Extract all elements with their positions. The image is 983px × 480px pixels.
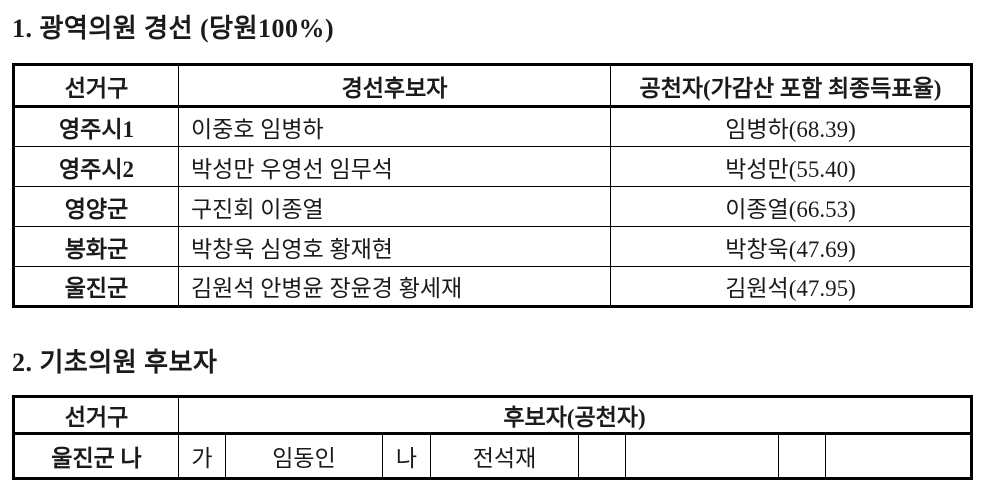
header-district: 선거구 — [13, 396, 179, 435]
slot-label-cell — [778, 433, 826, 479]
nominee-cell: 김원석(47.95) — [610, 266, 972, 307]
district-cell: 울진군 나 — [13, 433, 179, 479]
header-candidates: 후보자(공천자) — [177, 396, 973, 435]
table-row: 영주시1 이중호 임병하 임병하(68.39) — [13, 106, 972, 147]
candidate-name-cell: 전석재 — [430, 433, 579, 479]
candidates-cell: 이중호 임병하 — [178, 106, 611, 147]
nominee-cell: 이종열(66.53) — [610, 186, 972, 227]
district-cell: 영양군 — [13, 186, 179, 227]
section2-heading: 2. 기초의원 후보자 — [12, 348, 218, 377]
section1-heading: 1. 광역의원 경선 (당원100%) — [12, 14, 335, 43]
candidates-cell: 구진회 이종열 — [178, 186, 611, 227]
candidates-cell: 박성만 우영선 임무석 — [178, 146, 611, 187]
candidate-name-cell — [824, 433, 973, 479]
slot-label-cell: 가 — [178, 433, 226, 479]
provincial-primary-table: 선거구 경선후보자 공천자(가감산 포함 최종득표율) 영주시1 이중호 임병하… — [12, 63, 973, 308]
table-row: 울진군 김원석 안병윤 장윤경 황세재 김원석(47.95) — [13, 266, 972, 307]
header-candidates: 경선후보자 — [178, 64, 611, 108]
nominee-cell: 박창욱(47.69) — [610, 226, 972, 267]
nominee-cell: 박성만(55.40) — [610, 146, 972, 187]
district-cell: 울진군 — [13, 266, 179, 307]
nominee-cell: 임병하(68.39) — [610, 106, 972, 147]
table-header-row: 선거구 후보자(공천자) — [13, 396, 973, 435]
table-row: 영주시2 박성만 우영선 임무석 박성만(55.40) — [13, 146, 972, 187]
basic-council-table: 선거구 후보자(공천자) 울진군 나 가 임동인 나 전석재 — [12, 395, 974, 480]
candidates-cell: 박창욱 심영호 황재현 — [178, 226, 611, 267]
district-cell: 봉화군 — [13, 226, 179, 267]
candidate-name-cell — [625, 433, 779, 479]
district-cell: 영주시2 — [13, 146, 179, 187]
slot-label-cell: 나 — [382, 433, 431, 479]
table-row: 봉화군 박창욱 심영호 황재현 박창욱(47.69) — [13, 226, 972, 267]
slot-label-cell — [578, 433, 626, 479]
table-header-row: 선거구 경선후보자 공천자(가감산 포함 최종득표율) — [13, 64, 972, 108]
table-row: 영양군 구진회 이종열 이종열(66.53) — [13, 186, 972, 227]
candidates-cell: 김원석 안병윤 장윤경 황세재 — [178, 266, 611, 307]
district-cell: 영주시1 — [13, 106, 179, 147]
header-nominee: 공천자(가감산 포함 최종득표율) — [610, 64, 972, 108]
header-district: 선거구 — [13, 64, 179, 108]
candidate-name-cell: 임동인 — [225, 433, 383, 479]
table-row: 울진군 나 가 임동인 나 전석재 — [13, 433, 973, 479]
